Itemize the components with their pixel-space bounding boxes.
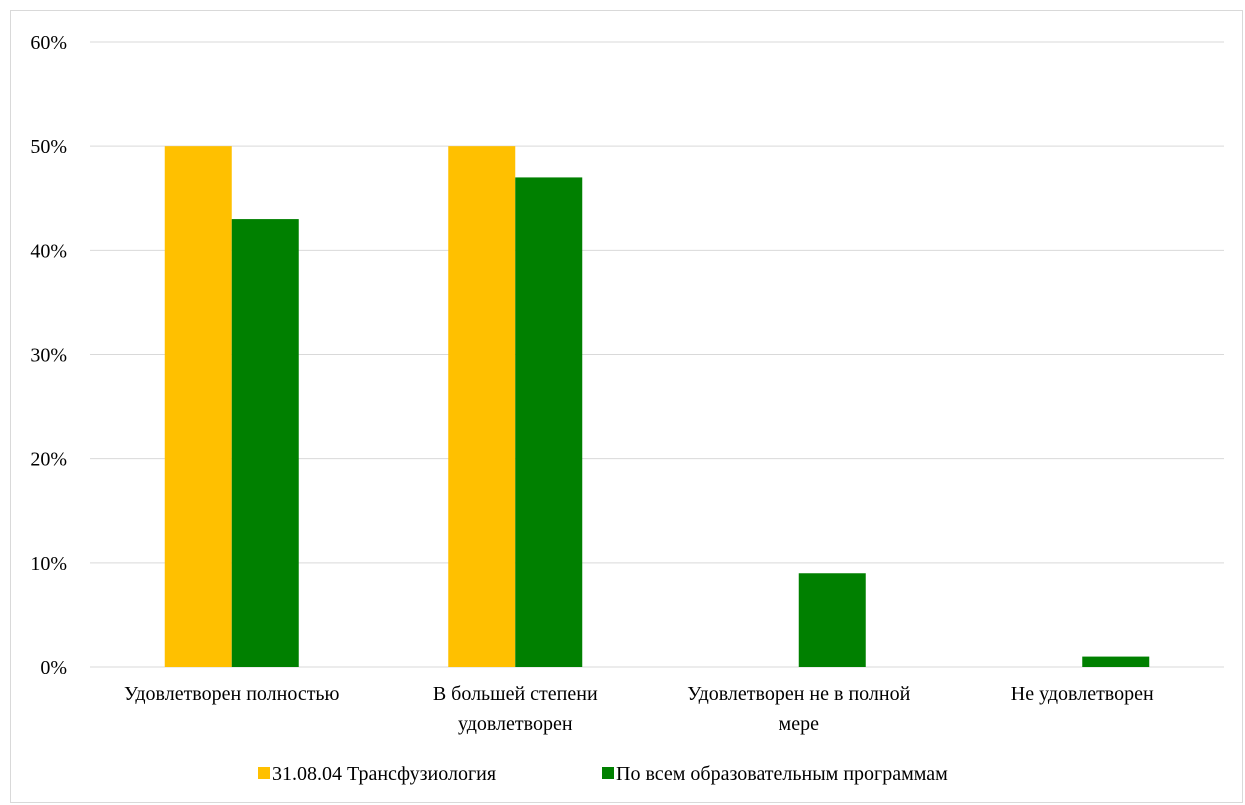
y-tick-label: 60%	[30, 32, 67, 54]
y-tick-label: 50%	[30, 136, 67, 158]
bars	[164, 146, 1150, 668]
x-category-label: Удовлетворен не в полной мере	[687, 683, 910, 735]
bar	[798, 573, 866, 667]
y-tick-label: 0%	[40, 657, 67, 679]
legend-label: По всем образовательным программам	[616, 763, 948, 785]
x-category-label: Не удовлетворен	[1011, 683, 1154, 705]
legend: 31.08.04 Трансфузиология По всем образова…	[258, 763, 948, 785]
bar	[448, 146, 516, 667]
y-tick-label: 30%	[30, 345, 67, 367]
y-tick-label: 20%	[30, 449, 67, 471]
legend-label: 31.08.04 Трансфузиология	[272, 763, 496, 785]
x-category-label: В большей степени удовлетворен	[433, 683, 598, 735]
x-axis-category-labels: Удовлетворен полностью В большей степени у…	[124, 683, 1154, 735]
y-tick-label: 40%	[30, 240, 67, 262]
y-tick-label: 10%	[30, 553, 67, 575]
bar	[164, 146, 232, 667]
legend-swatch	[602, 767, 614, 779]
y-axis-tick-labels: 0% 10% 20% 30% 40% 50% 60%	[30, 32, 67, 679]
bar	[1082, 656, 1150, 667]
chart-frame	[10, 10, 1243, 803]
x-category-label: Удовлетворен полностью	[124, 683, 340, 705]
bar	[231, 219, 299, 668]
bar	[515, 177, 583, 667]
legend-swatch	[258, 767, 270, 779]
